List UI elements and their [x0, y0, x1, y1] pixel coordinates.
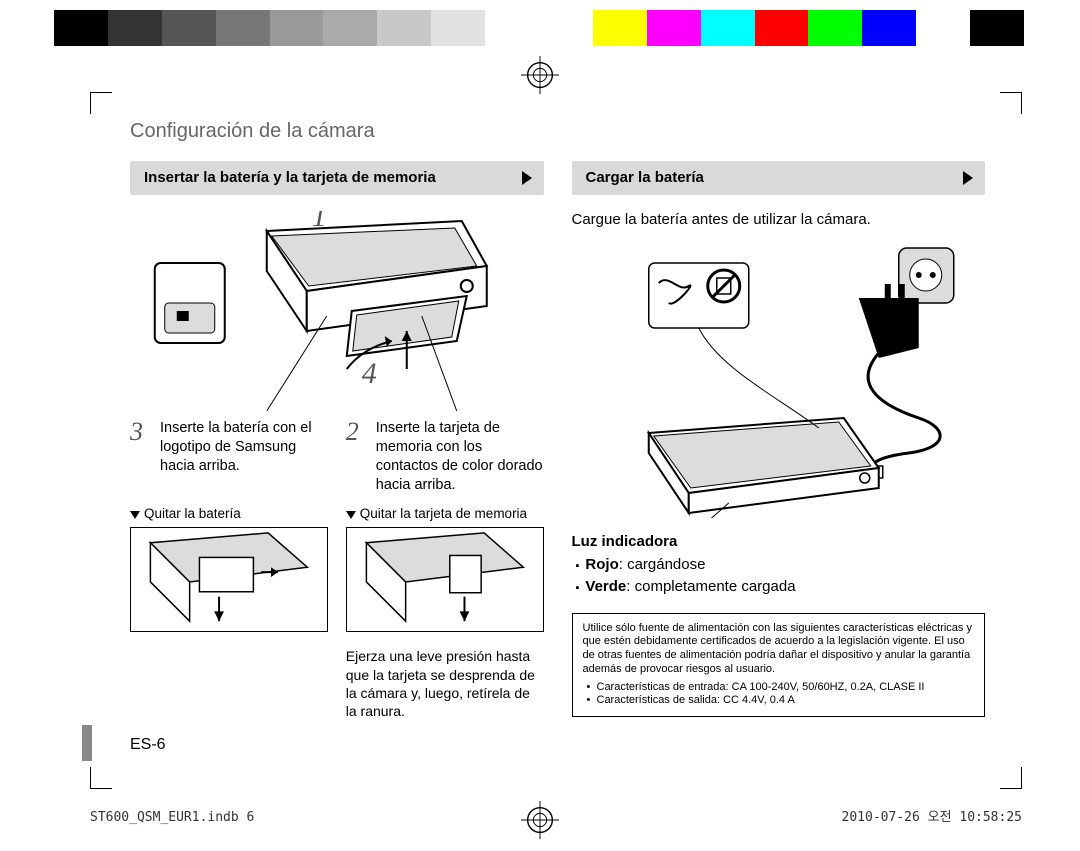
sub-label-text: Quitar la batería	[144, 506, 241, 521]
registration-mark-bottom	[521, 801, 559, 839]
step-3: 3 Inserte la batería con el logotipo de …	[130, 419, 328, 494]
sub-label: Quitar la batería	[130, 506, 328, 521]
section-header-charge: Cargar la batería	[572, 161, 986, 195]
remove-card-figure	[346, 527, 544, 632]
charge-figure	[572, 238, 986, 518]
step-number: 2	[346, 419, 368, 494]
sub-label: Quitar la tarjeta de memoria	[346, 506, 544, 521]
indicator-item: Rojo: cargándose	[576, 554, 986, 577]
sub-label-text: Quitar la tarjeta de memoria	[360, 506, 527, 521]
indicator-title: Luz indicadora	[572, 531, 986, 554]
page-content: Configuración de la cámara Insertar la b…	[90, 90, 1025, 791]
warning-bullet: Características de entrada: CA 100-240V,…	[587, 681, 975, 695]
footer-left: ST600_QSM_EUR1.indb 6	[90, 810, 254, 825]
remove-battery-figure	[130, 527, 328, 632]
section-header-insert: Insertar la batería y la tarjeta de memo…	[130, 161, 544, 195]
arrow-right-icon	[522, 171, 532, 185]
arrow-right-icon	[963, 171, 973, 185]
registration-mark-top	[521, 56, 559, 94]
indicator-label: Verde	[585, 578, 626, 595]
remove-card-block: Quitar la tarjeta de memoria Ejerza una …	[346, 506, 544, 720]
indicator-item: Verde: completamente cargada	[576, 576, 986, 599]
triangle-down-icon	[346, 511, 356, 519]
page-number: ES-6	[130, 736, 544, 754]
right-column: Cargar la batería Cargue la batería ante…	[572, 161, 986, 754]
warning-bullet: Características de salida: CC 4.4V, 0.4 …	[587, 694, 975, 708]
color-calibration-bar	[54, 10, 1024, 46]
press-note: Ejerza una leve presión hasta que la tar…	[346, 647, 544, 720]
step-text: Inserte la batería con el logotipo de Sa…	[160, 419, 328, 494]
triangle-down-icon	[130, 511, 140, 519]
insert-figure: 1 4	[130, 211, 544, 411]
step-2: 2 Inserte la tarjeta de memoria con los …	[346, 419, 544, 494]
step-number: 3	[130, 419, 152, 494]
footer-right: 2010-07-26 오전 10:58:25	[842, 806, 1022, 825]
svg-text:1: 1	[312, 211, 327, 233]
indicator-text: : completamente cargada	[626, 578, 795, 595]
indicator-block: Luz indicadora Rojo: cargándose Verde: c…	[572, 531, 986, 599]
warning-text: Utilice sólo fuente de alimentación con …	[583, 622, 975, 677]
warning-box: Utilice sólo fuente de alimentación con …	[572, 613, 986, 718]
indicator-text: : cargándose	[619, 556, 706, 573]
remove-battery-block: Quitar la batería	[130, 506, 328, 720]
left-column: Insertar la batería y la tarjeta de memo…	[130, 161, 544, 754]
page-title: Configuración de la cámara	[130, 120, 985, 143]
step-text: Inserte la tarjeta de memoria con los co…	[376, 419, 544, 494]
section-header-label: Insertar la batería y la tarjeta de memo…	[144, 169, 436, 187]
charge-intro: Cargue la batería antes de utilizar la c…	[572, 211, 986, 228]
svg-text:4: 4	[362, 357, 377, 390]
indicator-label: Rojo	[585, 556, 618, 573]
section-header-label: Cargar la batería	[586, 169, 704, 187]
